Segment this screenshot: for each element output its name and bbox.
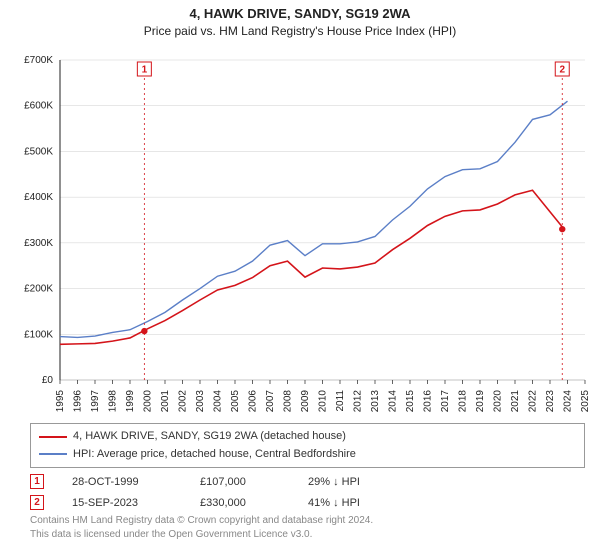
svg-text:£300K: £300K xyxy=(24,238,53,249)
svg-text:1: 1 xyxy=(142,65,148,76)
svg-text:1997: 1997 xyxy=(90,390,101,413)
svg-text:2013: 2013 xyxy=(370,390,381,413)
svg-text:2: 2 xyxy=(559,65,565,76)
transaction-price: £107,000 xyxy=(200,476,280,488)
transaction-row: 1 28-OCT-1999 £107,000 29% ↓ HPI xyxy=(30,474,585,489)
svg-text:2009: 2009 xyxy=(300,390,311,413)
svg-text:2024: 2024 xyxy=(563,390,574,413)
legend: 4, HAWK DRIVE, SANDY, SG19 2WA (detached… xyxy=(30,423,585,468)
svg-text:1996: 1996 xyxy=(73,390,84,413)
svg-text:2007: 2007 xyxy=(265,390,276,413)
transaction-diff: 29% ↓ HPI xyxy=(308,476,360,488)
footer-line1: Contains HM Land Registry data © Crown c… xyxy=(30,514,585,528)
svg-text:2025: 2025 xyxy=(580,390,591,413)
chart-page: 4, HAWK DRIVE, SANDY, SG19 2WA Price pai… xyxy=(0,0,600,560)
svg-text:2001: 2001 xyxy=(160,390,171,413)
transaction-list: 1 28-OCT-1999 £107,000 29% ↓ HPI 2 15-SEP-202… xyxy=(30,474,585,510)
footer-line2: This data is licensed under the Open Gov… xyxy=(30,528,585,542)
svg-text:2002: 2002 xyxy=(178,390,189,413)
svg-text:£500K: £500K xyxy=(24,146,53,157)
transaction-row: 2 15-SEP-2023 £330,000 41% ↓ HPI xyxy=(30,495,585,510)
svg-text:2015: 2015 xyxy=(405,390,416,413)
transaction-date: 28-OCT-1999 xyxy=(72,476,172,488)
transaction-price: £330,000 xyxy=(200,497,280,509)
transaction-marker: 2 xyxy=(30,495,44,510)
svg-text:2017: 2017 xyxy=(440,390,451,413)
svg-text:2019: 2019 xyxy=(475,390,486,413)
svg-text:£0: £0 xyxy=(42,375,54,386)
svg-text:£200K: £200K xyxy=(24,284,53,295)
transaction-diff: 41% ↓ HPI xyxy=(308,497,360,509)
svg-text:2010: 2010 xyxy=(318,390,329,413)
svg-text:2011: 2011 xyxy=(335,390,346,412)
svg-text:1999: 1999 xyxy=(125,390,136,413)
svg-text:£100K: £100K xyxy=(24,329,53,340)
svg-text:2006: 2006 xyxy=(248,390,259,413)
svg-text:2022: 2022 xyxy=(528,390,539,413)
page-title: 4, HAWK DRIVE, SANDY, SG19 2WA xyxy=(0,6,600,21)
legend-label: HPI: Average price, detached house, Cent… xyxy=(73,446,356,464)
transaction-date: 15-SEP-2023 xyxy=(72,497,172,509)
page-subtitle: Price paid vs. HM Land Registry's House … xyxy=(0,24,600,38)
svg-text:2005: 2005 xyxy=(230,390,241,413)
svg-text:2003: 2003 xyxy=(195,390,206,413)
svg-text:1998: 1998 xyxy=(108,390,119,413)
legend-swatch xyxy=(39,453,67,455)
svg-text:2004: 2004 xyxy=(213,390,224,413)
legend-row: 4, HAWK DRIVE, SANDY, SG19 2WA (detached… xyxy=(39,428,576,446)
svg-text:2021: 2021 xyxy=(510,390,521,413)
info-panel: 4, HAWK DRIVE, SANDY, SG19 2WA (detached… xyxy=(30,423,585,542)
svg-text:2023: 2023 xyxy=(545,390,556,413)
svg-text:2018: 2018 xyxy=(458,390,469,413)
legend-row: HPI: Average price, detached house, Cent… xyxy=(39,446,576,464)
svg-text:2012: 2012 xyxy=(353,390,364,413)
svg-text:1995: 1995 xyxy=(55,390,66,413)
svg-text:2000: 2000 xyxy=(143,390,154,413)
svg-text:2008: 2008 xyxy=(283,390,294,413)
legend-label: 4, HAWK DRIVE, SANDY, SG19 2WA (detached… xyxy=(73,428,346,446)
svg-text:£700K: £700K xyxy=(24,55,53,66)
svg-text:2016: 2016 xyxy=(423,390,434,413)
svg-text:£600K: £600K xyxy=(24,101,53,112)
legend-swatch xyxy=(39,436,67,438)
svg-text:£400K: £400K xyxy=(24,192,53,203)
transaction-marker: 1 xyxy=(30,474,44,489)
chart-svg: £0 £100K £200K £300K £400K £500K £600K £700K 199… xyxy=(0,0,600,420)
svg-text:2020: 2020 xyxy=(493,390,504,413)
svg-text:2014: 2014 xyxy=(388,390,399,413)
